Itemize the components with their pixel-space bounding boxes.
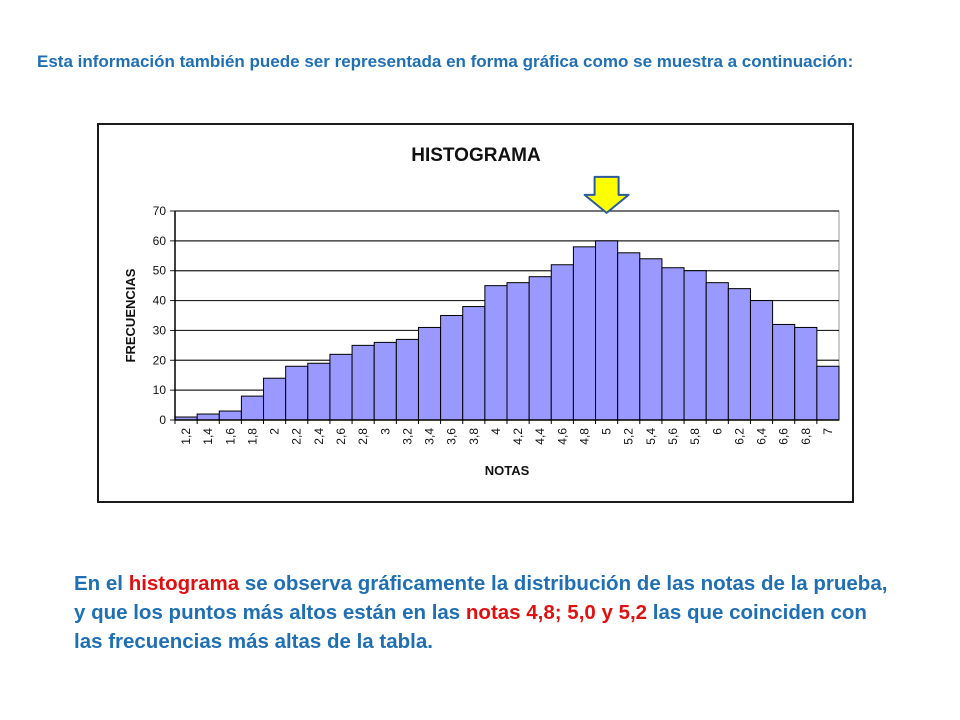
- x-tick-label: 3,6: [445, 428, 459, 445]
- x-tick-label: 7: [821, 428, 835, 435]
- bar-6: [705, 282, 729, 421]
- highlight-histograma: histograma: [128, 572, 240, 595]
- x-tick-label: 6,6: [777, 428, 791, 445]
- bar-3-8: [462, 306, 486, 421]
- x-tick-label: 5,6: [666, 428, 680, 445]
- x-tick-label: 4,6: [555, 428, 569, 445]
- x-tick-label: 4,8: [577, 428, 591, 445]
- x-tick-label: 2,4: [312, 428, 326, 445]
- bar-5-2: [617, 252, 641, 421]
- x-tick-label: 6,2: [732, 428, 746, 445]
- x-tick-label: 6: [710, 428, 724, 435]
- y-tick-label: 10: [153, 383, 167, 397]
- x-tick-label: 5: [600, 428, 614, 435]
- y-tick-label: 0: [159, 413, 166, 427]
- bar-1-6: [218, 410, 242, 421]
- x-tick-label: 5,4: [644, 428, 658, 445]
- bar-4-2: [506, 282, 530, 421]
- x-axis-label: NOTAS: [485, 463, 530, 478]
- bar-6-8: [794, 326, 818, 421]
- bar-2-6: [329, 353, 353, 421]
- x-tick-label: 6,8: [799, 428, 813, 445]
- y-tick-label: 70: [153, 204, 167, 218]
- y-tick-label: 60: [153, 234, 167, 248]
- highlight-notas: notas 4,8; 5,0 y 5,2: [465, 601, 648, 624]
- x-tick-label: 1,8: [245, 428, 259, 445]
- bar-5-6: [661, 267, 685, 421]
- x-tick-label: 3,4: [423, 428, 437, 445]
- bar-5-8: [683, 270, 707, 421]
- conclusion-part-2: se observa gráficamente la distribución …: [74, 572, 888, 624]
- histogram-svg: 0 10 20 30 40 50 60 70 1,2 1,4 1,6 1,8 2 2,2 2,4 2,6 2,8…: [123, 145, 840, 478]
- bar-4-4: [528, 276, 552, 421]
- conclusion-text: En el histograma se observa gráficamente…: [74, 569, 894, 656]
- intro-text: Esta información también puede ser repre…: [37, 52, 854, 71]
- bar-3-6: [440, 315, 464, 421]
- bar-3: [373, 341, 397, 421]
- x-tick-label: 6,4: [755, 428, 769, 445]
- x-tick-label: 1,2: [179, 428, 193, 445]
- bar-2-4: [307, 362, 331, 421]
- bar-4: [484, 285, 508, 421]
- x-tick-label: 2,2: [290, 428, 304, 445]
- x-tick-label: 4: [489, 428, 503, 435]
- bar-1-4: [196, 413, 220, 421]
- down-arrow-icon: [583, 175, 630, 214]
- y-tick-label: 20: [153, 353, 167, 367]
- bar-2-2: [285, 365, 309, 421]
- x-tick-label: 1,6: [223, 428, 237, 445]
- y-tick-label: 40: [153, 294, 167, 308]
- x-tick-label: 4,4: [533, 428, 547, 445]
- x-tick-label: 2: [268, 428, 282, 435]
- x-tick-label: 3,8: [467, 428, 481, 445]
- x-tick-label: 4,2: [511, 428, 525, 445]
- histogram-chart: 0 10 20 30 40 50 60 70 1,2 1,4 1,6 1,8 2 2,2 2,4 2,6 2,8…: [97, 123, 854, 503]
- bar-3-2: [395, 338, 419, 421]
- bar-2: [263, 377, 287, 421]
- x-tick-label: 3,2: [400, 428, 414, 445]
- bar-5-4: [639, 258, 663, 421]
- y-tick-label: 30: [153, 323, 167, 337]
- conclusion-part-3: las que coinciden con las frecuencias má…: [74, 601, 867, 653]
- bar-3-4: [417, 326, 442, 421]
- bar-4-8: [572, 246, 597, 421]
- bar-4-6: [550, 264, 574, 421]
- bar-7: [816, 365, 840, 421]
- x-tick-label: 5,8: [688, 428, 702, 445]
- y-tick-label: 50: [153, 264, 167, 278]
- x-tick-label: 5,2: [622, 428, 636, 445]
- bar-1-8: [240, 395, 265, 421]
- conclusion-part-1: En el: [74, 572, 129, 595]
- bar-6-2: [727, 288, 751, 421]
- x-tick-label: 3: [378, 428, 392, 435]
- x-tick-label: 2,8: [356, 428, 370, 445]
- y-axis-label: FRECUENCIAS: [123, 268, 138, 362]
- bar-6-4: [749, 300, 774, 421]
- bar-2-8: [351, 344, 375, 421]
- bar-6-6: [772, 323, 796, 421]
- chart-title: HISTOGRAMA: [411, 145, 541, 166]
- x-tick-label: 2,6: [334, 428, 348, 445]
- x-tick-label: 1,4: [201, 428, 215, 445]
- bar-5: [595, 240, 619, 421]
